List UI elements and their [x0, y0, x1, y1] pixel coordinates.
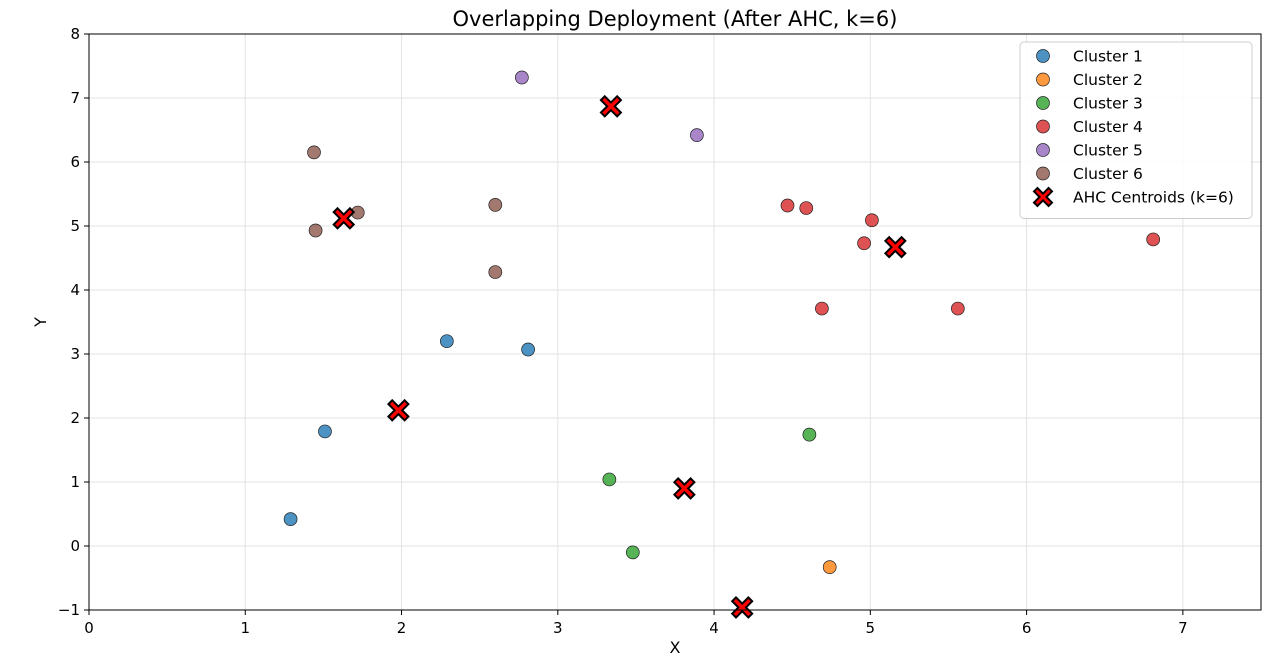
- legend-label: Cluster 6: [1073, 165, 1143, 183]
- legend-marker: [1036, 72, 1050, 87]
- y-tick-label: −1: [58, 601, 80, 619]
- centroid-marker: [599, 94, 623, 118]
- y-tick-label: 5: [70, 217, 80, 235]
- centroid-marker: [386, 398, 410, 422]
- cluster-1-point: [440, 334, 454, 349]
- cluster-6-point: [488, 198, 503, 212]
- cluster-1-point: [521, 342, 535, 357]
- legend-label: Cluster 4: [1073, 118, 1143, 136]
- centroid-marker: [730, 596, 754, 619]
- cluster-1-point: [318, 424, 332, 439]
- legend-label: Cluster 5: [1073, 142, 1143, 160]
- cluster-3-point: [625, 545, 640, 560]
- x-tick-label: 2: [397, 619, 407, 637]
- plot-frame: [88, 33, 1262, 611]
- cluster-3-point: [602, 472, 617, 487]
- y-axis-label: Y: [31, 317, 50, 328]
- cluster-6-point: [307, 145, 321, 160]
- centroid-markers: [332, 94, 907, 619]
- cluster-4-point: [1146, 232, 1161, 247]
- legend-label: Cluster 3: [1073, 95, 1143, 113]
- centroid-marker: [332, 206, 356, 230]
- x-tick-label: 0: [84, 619, 94, 637]
- y-tick-label: 7: [70, 89, 80, 107]
- legend-marker: [1036, 49, 1050, 63]
- cluster-4-point: [950, 301, 965, 316]
- cluster-5-point: [515, 70, 529, 85]
- chart-title: Overlapping Deployment (After AHC, k=6): [453, 7, 898, 31]
- legend-marker: [1036, 119, 1050, 134]
- legend-label: AHC Centroids (k=6): [1073, 189, 1234, 207]
- cluster-4-point: [857, 236, 871, 251]
- cluster-4-point: [780, 198, 795, 213]
- x-axis-label: X: [670, 638, 681, 657]
- cluster-1-point: [283, 512, 298, 526]
- legend-label: Cluster 2: [1073, 71, 1143, 89]
- y-tick-label: 0: [70, 537, 80, 555]
- legend-centroid-marker: [1032, 186, 1054, 208]
- cluster-4-point: [865, 213, 879, 228]
- y-tick-label: 6: [70, 153, 80, 171]
- centroid-marker: [672, 476, 696, 500]
- cluster-6-point: [308, 223, 323, 238]
- x-tick-label: 1: [240, 619, 250, 637]
- cluster-6-point: [488, 265, 503, 279]
- legend-box: [1019, 41, 1253, 219]
- x-tick-label: 6: [1022, 619, 1032, 637]
- y-tick-label: 1: [70, 473, 80, 491]
- y-tick-label: 2: [70, 409, 80, 427]
- x-tick-label: 4: [709, 619, 719, 637]
- legend: Cluster 1 Cluster 2 Cluster 3 Cluster 4 Clus…: [1019, 41, 1253, 219]
- y-tick-label: 4: [70, 281, 80, 299]
- x-tick-label: 5: [866, 619, 876, 637]
- y-tick-label: 3: [70, 345, 80, 363]
- legend-marker: [1036, 96, 1050, 110]
- cluster-3-point: [802, 427, 817, 442]
- centroid-marker: [883, 235, 907, 259]
- legend-label: Cluster 1: [1073, 48, 1143, 66]
- legend-marker: [1036, 143, 1050, 157]
- cluster-4-point: [815, 301, 829, 316]
- x-tick-label: 3: [553, 619, 563, 637]
- data-points: [283, 70, 1161, 574]
- cluster-5-point: [690, 128, 704, 142]
- y-tick-label: 8: [70, 25, 80, 43]
- x-tick-label: 7: [1178, 619, 1188, 637]
- cluster-4-point: [799, 201, 814, 215]
- legend-marker: [1036, 166, 1050, 181]
- cluster-2-point: [822, 560, 837, 574]
